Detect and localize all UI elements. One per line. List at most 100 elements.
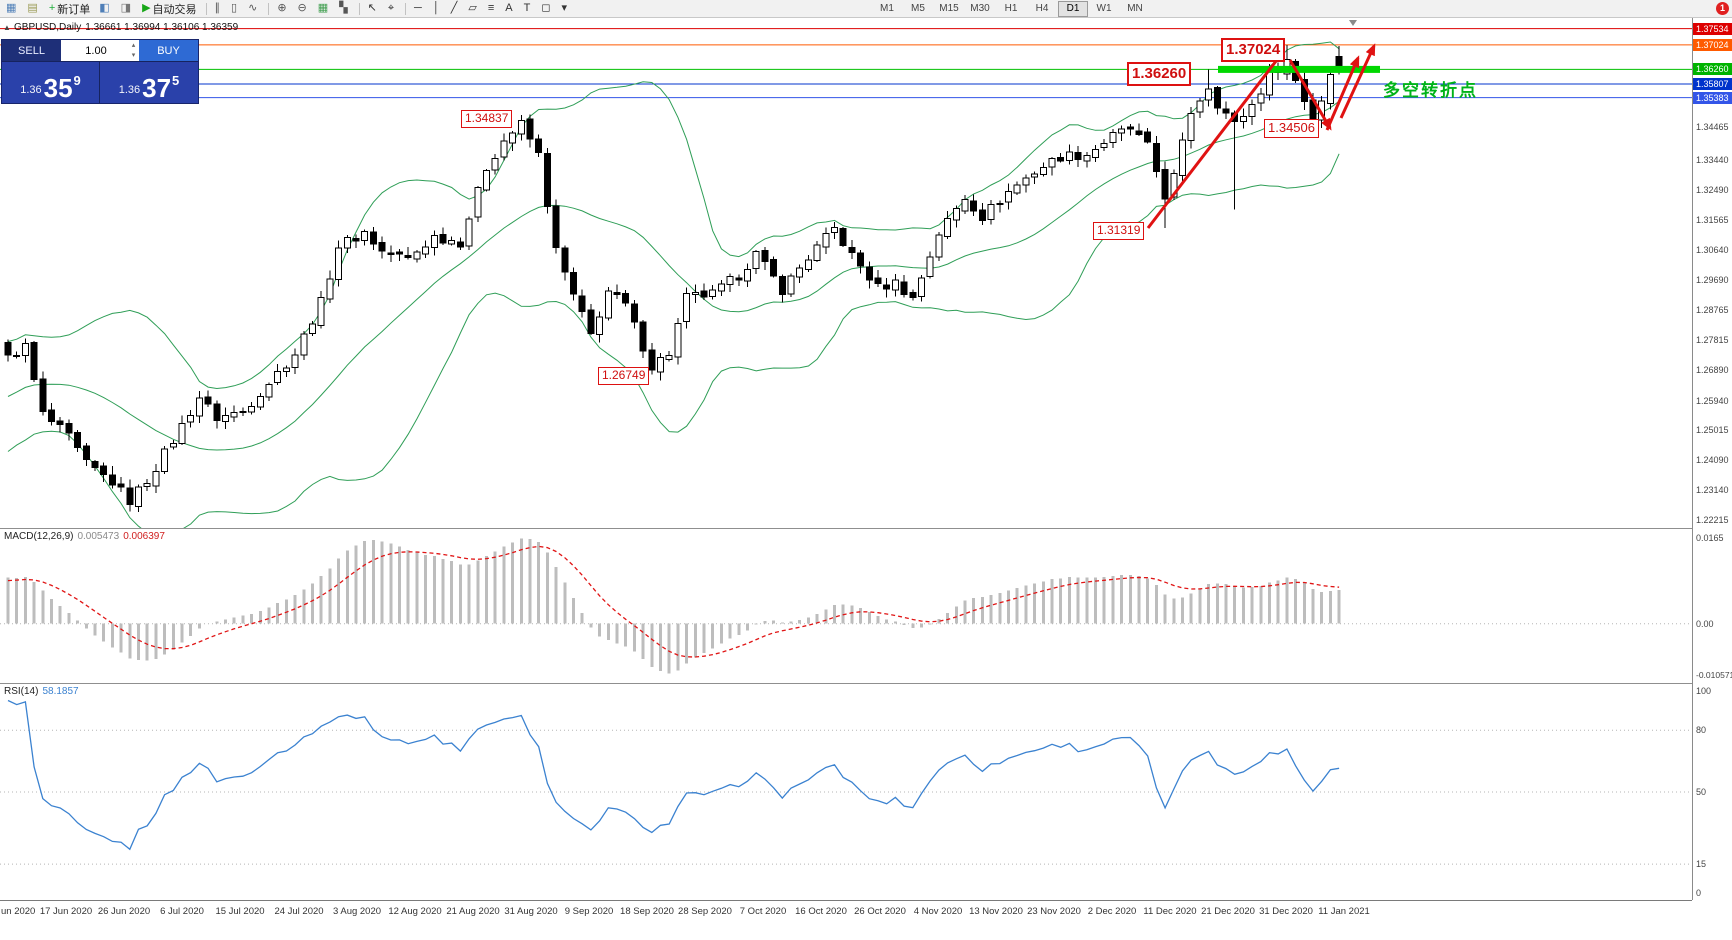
date-label: 17 Jun 2020 (39, 906, 93, 917)
buy-price[interactable]: 1.36 37 5 (100, 62, 198, 103)
new-order-button-label: 新订单 (57, 3, 91, 16)
toolbar-items: ▦ ▤ + 新订单 ◧ ◨ ▶ 自动交易 ∥ ▯ ∿ ⊕ ⊖ ▦ ▚ ↖ ⌖ ─ │ ╱ ▱ ≡ A T ◻ ▾ (0, 0, 574, 17)
auto-trading-button: ▶ (142, 2, 151, 14)
text-icon: A (505, 2, 513, 14)
fibonacci-icon[interactable]: ≡ (484, 0, 500, 17)
shapes-icon[interactable]: ◻ (537, 0, 556, 17)
date-label: 21 Aug 2020 (446, 906, 500, 917)
timeframe-H1[interactable]: H1 (1004, 3, 1018, 14)
timeframe-M15[interactable]: M15 (939, 3, 959, 14)
timeframe-D1[interactable]: D1 (1058, 1, 1088, 17)
date-label: 31 Dec 2020 (1259, 906, 1313, 917)
market-watch-icon[interactable]: ◧ (95, 0, 115, 17)
price-tick: 1.30640 (1696, 245, 1729, 255)
sell-price-prefix: 1.36 (20, 84, 42, 96)
tile-windows-icon: ▚ (339, 2, 348, 14)
volume-increase-icon[interactable]: ▴ (131, 42, 136, 49)
price-annotation: 1.26749 (598, 367, 650, 385)
timeframe-MN[interactable]: MN (1127, 3, 1143, 14)
vertical-line-icon[interactable]: │ (429, 0, 446, 17)
profiles-icon[interactable]: ▤ (23, 0, 43, 17)
zoom-in-icon[interactable]: ⊕ (273, 0, 292, 17)
tile-windows-icon[interactable]: ▚ (335, 0, 353, 17)
crosshair-icon[interactable]: ⌖ (384, 0, 400, 17)
new-order-button[interactable]: + 新订单 (45, 0, 94, 17)
timeframe-toolbar: M1 M5 M15 M30 H1 H4 D1 W1 MN (872, 1, 1151, 17)
auto-trading-button[interactable]: ▶ 自动交易 (138, 0, 200, 17)
price-annotation: 1.31319 (1093, 222, 1145, 240)
trendline-icon[interactable]: ╱ (447, 0, 464, 17)
price-annotation: 1.34837 (461, 110, 513, 128)
timeframe-M1[interactable]: M1 (880, 3, 894, 14)
timeframe-W1[interactable]: W1 (1096, 3, 1112, 14)
date-label: 15 Jul 2020 (215, 906, 265, 917)
date-label: 11 Jan 2021 (1318, 906, 1370, 917)
price-chart[interactable] (0, 18, 1692, 528)
pane-splitter[interactable] (0, 683, 1692, 684)
timeframe-H4[interactable]: H4 (1035, 3, 1049, 14)
label-icon[interactable]: T (520, 0, 537, 17)
macd-pane[interactable] (0, 529, 1692, 683)
date-label: 7 Oct 2020 (739, 906, 787, 917)
price-tick: 1.26890 (1696, 365, 1729, 375)
rsi-pane[interactable] (0, 684, 1692, 900)
date-label: 26 Jun 2020 (97, 906, 151, 917)
terminal-icon[interactable]: ◨ (117, 0, 137, 17)
notification-badge[interactable]: 1 (1716, 2, 1729, 15)
price-tick: 1.34465 (1696, 122, 1729, 132)
cursor-icon[interactable]: ↖ (364, 0, 383, 17)
charts-icon[interactable]: ▦ (2, 0, 22, 17)
date-label: 21 Dec 2020 (1201, 906, 1255, 917)
sell-price-pip: 9 (73, 73, 81, 88)
sell-button[interactable]: SELL (2, 40, 61, 61)
trend-arrows (1146, 43, 1376, 229)
bar-chart-icon[interactable]: ∥ (211, 0, 227, 17)
grid-icon[interactable]: ▦ (314, 0, 334, 17)
timeframe-M5[interactable]: M5 (911, 3, 925, 14)
sell-price[interactable]: 1.36 35 9 (2, 62, 100, 103)
macd-axis-zero: 0.00 (1696, 619, 1714, 629)
quote-line: GBPUSD,Daily 1.36661 1.36994 1.36106 1.36… (14, 22, 242, 33)
charts-icon: ▦ (6, 2, 17, 14)
horizontal-line-icon[interactable]: ─ (410, 0, 428, 17)
chart-shift-marker-icon (1349, 20, 1357, 26)
date-label: 11 Dec 2020 (1143, 906, 1197, 917)
macd-label: MACD(12,26,9) 0.005473 0.006397 (4, 531, 165, 542)
zoom-out-icon[interactable]: ⊖ (294, 0, 313, 17)
symbol-period: GBPUSD,Daily (14, 22, 82, 33)
macd-axis-min: -0.010571 (1696, 670, 1732, 680)
timeframe-M30[interactable]: M30 (970, 3, 990, 14)
rsi-value: 58.1857 (42, 686, 79, 697)
crosshair-icon: ⌖ (387, 2, 395, 14)
date-label: 16 Oct 2020 (795, 906, 847, 917)
vertical-line-icon: │ (432, 2, 440, 14)
price-tick: 1.32490 (1696, 185, 1729, 195)
date-label: 3 Aug 2020 (332, 906, 382, 917)
line-chart-icon[interactable]: ∿ (244, 0, 263, 17)
price-tick: 1.24090 (1696, 455, 1729, 465)
toolbar-separator (358, 2, 360, 15)
bar-chart-icon: ∥ (214, 2, 221, 14)
terminal-icon: ◨ (120, 2, 132, 14)
profiles-icon: ▤ (27, 2, 38, 14)
price-tick: 1.25015 (1696, 425, 1729, 435)
text-icon[interactable]: A (501, 0, 518, 17)
date-label: 9 Sep 2020 (564, 906, 614, 917)
pane-splitter[interactable] (0, 528, 1692, 529)
channel-icon: ▱ (468, 2, 477, 14)
candle-chart-icon[interactable]: ▯ (227, 0, 243, 17)
dropdown-caret-icon[interactable]: ▾ (557, 0, 573, 17)
volume-decrease-icon[interactable]: ▾ (131, 52, 136, 59)
price-badge: 1.36260 (1693, 63, 1732, 75)
macd-histogram (6, 538, 1341, 674)
date-label: 6 Jul 2020 (160, 906, 204, 917)
channel-icon[interactable]: ▱ (464, 0, 482, 17)
zoom-out-icon: ⊖ (297, 2, 307, 14)
one-click-toggle-icon[interactable]: ▲ (3, 23, 11, 32)
date-label: 26 Oct 2020 (854, 906, 906, 917)
buy-button[interactable]: BUY (139, 40, 198, 61)
volume-input[interactable] (61, 40, 139, 61)
date-label: 2 Dec 2020 (1087, 906, 1137, 917)
line-chart-icon: ∿ (248, 2, 258, 14)
one-click-trading-panel: SELL ▴ ▾ BUY 1.36 35 9 1.36 37 5 (2, 40, 198, 103)
